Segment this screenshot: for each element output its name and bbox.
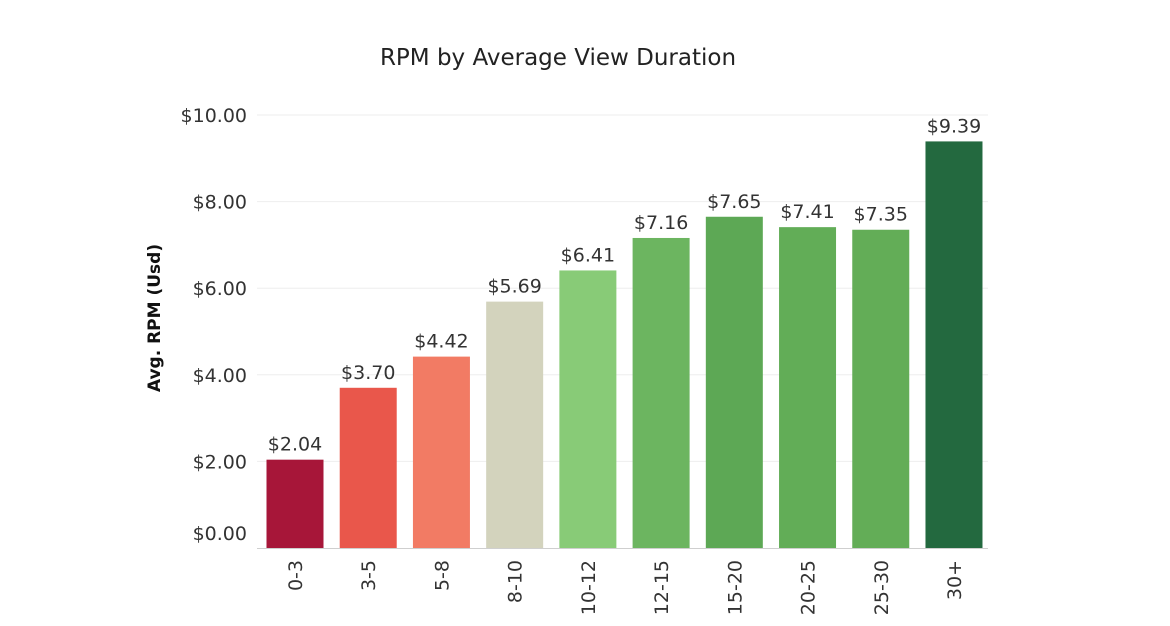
bar: [559, 270, 617, 548]
x-tick-label: 20-25: [798, 560, 820, 615]
data-label: $9.39: [927, 115, 981, 137]
data-label: $7.65: [707, 191, 761, 213]
bar: [852, 229, 910, 548]
bar: [339, 387, 397, 548]
y-tick-label: $0.00: [193, 523, 247, 545]
bar: [705, 216, 763, 548]
bar: [266, 459, 324, 548]
y-axis-label: Avg. RPM (Usd): [145, 244, 165, 392]
x-tick-label: 0-3: [285, 560, 307, 591]
data-label: $3.70: [341, 362, 395, 384]
bar: [486, 301, 544, 548]
bars: [266, 141, 983, 549]
data-label: $2.04: [268, 434, 322, 456]
data-label: $7.16: [634, 212, 688, 234]
data-label: $5.69: [487, 276, 541, 298]
y-tick-label: $4.00: [193, 365, 247, 387]
data-label: $4.42: [414, 331, 468, 353]
data-labels: $2.04 $3.70 $4.42 $5.69 $6.41 $7.16 $7.65 $7.41…: [268, 115, 981, 455]
data-label: $6.41: [561, 244, 615, 266]
bar: [412, 356, 470, 548]
x-tick-label: 15-20: [724, 560, 746, 615]
x-tick-label: 5-8: [431, 560, 453, 591]
data-label: $7.35: [854, 204, 908, 226]
x-tick-label: 12-15: [651, 560, 673, 615]
y-axis-ticks: $0.00 $2.00 $4.00 $6.00 $8.00 $10.00: [181, 105, 247, 545]
data-label: $7.41: [780, 201, 834, 223]
x-axis-ticks: 0-3 3-5 5-8 8-10 10-12 12-15 15-20 20-25 25-30 30…: [285, 560, 966, 615]
y-tick-label: $10.00: [181, 105, 247, 127]
x-tick-label: 25-30: [871, 560, 893, 615]
bar: [779, 227, 837, 548]
x-tick-label: 3-5: [358, 560, 380, 591]
y-tick-label: $8.00: [193, 192, 247, 214]
bar: [925, 141, 983, 548]
x-tick-label: 10-12: [578, 560, 600, 615]
y-tick-label: $6.00: [193, 278, 247, 300]
x-tick-label: 30+: [944, 560, 966, 600]
bar: [632, 237, 690, 549]
x-tick-label: 8-10: [505, 560, 527, 603]
y-tick-label: $2.00: [193, 451, 247, 473]
chart-title: RPM by Average View Duration: [380, 45, 736, 71]
